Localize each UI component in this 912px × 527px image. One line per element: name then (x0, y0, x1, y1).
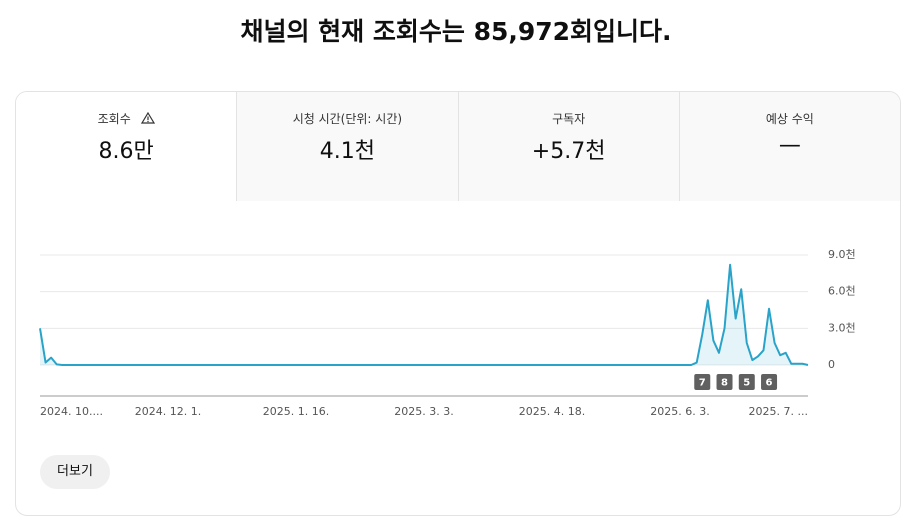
area (40, 264, 808, 365)
metric-tabs: 조회수 8.6만 시청 시간(단위: 시간) 4.1천 구독자 +5.7천 예상… (16, 92, 900, 201)
y-tick-label: 0 (828, 358, 835, 371)
x-tick-label: 2025. 7. ... (749, 405, 808, 418)
metric-tab[interactable]: 구독자 +5.7천 (457, 92, 679, 201)
x-tick-label: 2025. 3. 3. (394, 405, 453, 418)
metric-value: 8.6만 (98, 139, 154, 164)
video-marker-label: 7 (699, 378, 706, 389)
metric-value: — (778, 133, 801, 158)
analytics-card: 조회수 8.6만 시청 시간(단위: 시간) 4.1천 구독자 +5.7천 예상… (15, 91, 901, 516)
video-marker-label: 5 (743, 378, 750, 389)
more-button[interactable]: 더보기 (40, 455, 110, 489)
x-tick-label: 2025. 6. 3. (650, 405, 709, 418)
y-tick-label: 3.0천 (828, 320, 856, 334)
video-marker (716, 374, 733, 390)
warning-icon (140, 111, 155, 124)
metric-tab[interactable]: 시청 시간(단위: 시간) 4.1천 (236, 92, 458, 201)
video-marker (761, 374, 778, 390)
y-tick-label: 6.0천 (828, 284, 856, 298)
metric-value: +5.7천 (531, 139, 606, 164)
x-tick-label: 2024. 12. 1. (135, 405, 201, 418)
metric-label: 조회수 (97, 112, 131, 126)
video-marker (738, 374, 755, 390)
metric-label: 예상 수익 (765, 112, 814, 126)
x-tick-label: 2025. 4. 18. (519, 405, 585, 418)
metric-label: 시청 시간(단위: 시간) (292, 112, 403, 126)
video-marker-label: 8 (721, 378, 728, 389)
x-tick-label: 2024. 10.... (40, 405, 103, 418)
x-tick-label: 2025. 1. 16. (263, 405, 329, 418)
metric-tab[interactable]: 예상 수익 — (678, 92, 900, 201)
metric-tab[interactable]: 조회수 8.6만 (16, 92, 237, 201)
page-title: 채널의 현재 조회수는 85,972회입니다. (240, 17, 672, 46)
metric-label: 구독자 (552, 112, 586, 126)
video-marker-label: 6 (766, 378, 773, 389)
metric-value: 4.1천 (319, 139, 375, 164)
video-marker (694, 374, 711, 390)
line (39, 263, 809, 366)
y-tick-label: 9.0천 (828, 247, 856, 261)
